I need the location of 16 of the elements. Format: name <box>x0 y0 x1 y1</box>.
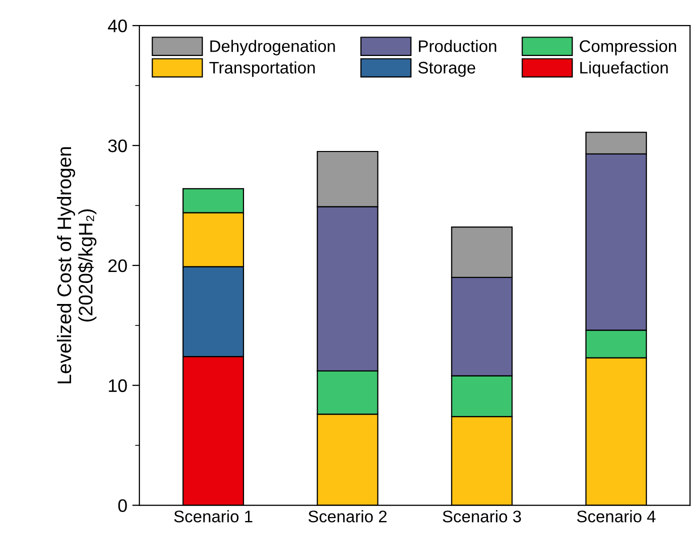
legend-label: Compression <box>580 40 676 56</box>
y-tick-label: 10 <box>108 379 127 392</box>
x-tick-label: Scenario 1 <box>174 510 252 522</box>
x-tick-label: Scenario 3 <box>442 510 521 522</box>
x-tick-label: Scenario 4 <box>577 510 656 522</box>
x-tick-label: Scenario 2 <box>308 510 387 522</box>
legend-label: Dehydrogenation <box>210 40 335 56</box>
y-tick-label: 20 <box>108 259 127 272</box>
legend-label: Storage <box>418 62 476 77</box>
legend-label: Transportation <box>209 61 315 77</box>
legend-label: Production <box>418 40 496 52</box>
y-axis-title: Levelized Cost of Hydrogen (2020$/kgH₂) <box>56 147 96 384</box>
y-tick-label: 40 <box>108 20 127 32</box>
y-tick-label: 30 <box>108 139 127 152</box>
legend-label: Liquefaction <box>580 61 668 77</box>
y-tick-label: 0 <box>118 499 127 512</box>
